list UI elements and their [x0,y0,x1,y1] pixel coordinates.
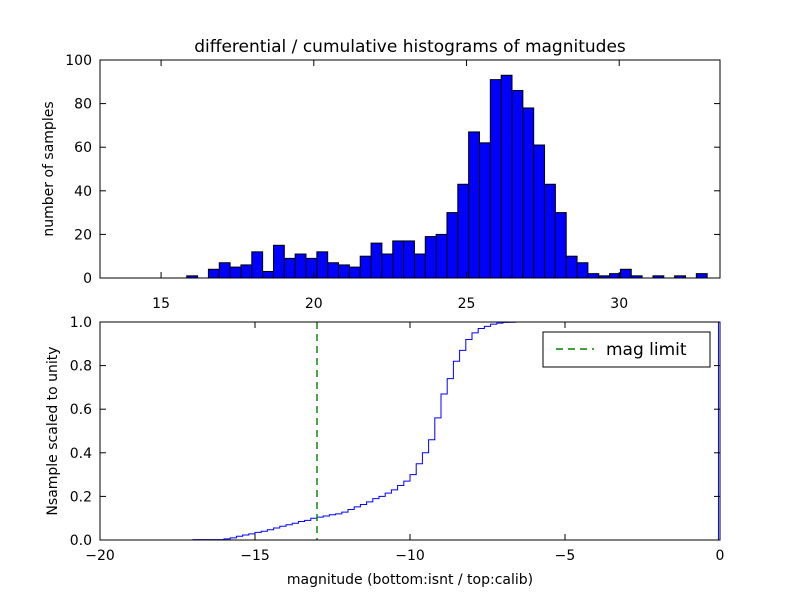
y-tick-label: 0.2 [70,489,92,505]
histogram-bar [446,212,459,279]
histogram-x-ticks: 15 20 25 30 [152,60,628,312]
histogram-bar [392,240,405,279]
cumulative-panel: −20 −15 −10 −5 0 0.0 0.2 0.4 0.6 0.8 1.0 magnitud… [45,315,724,588]
cumulative-x-ticks: −20 −15 −10 −5 0 [85,322,724,564]
histogram-bar [359,255,372,279]
histogram-bar [262,270,274,279]
histogram-bar [240,264,253,279]
y-tick-label: 0.8 [70,359,92,375]
legend: mag limit [542,331,711,368]
x-tick-label: 20 [305,296,323,312]
x-tick-label: 30 [610,296,628,312]
histogram-bar [251,251,264,279]
histogram-bar [218,262,231,279]
y-tick-label: 0.6 [70,402,92,418]
histogram-bar [554,212,567,279]
x-tick-label: −10 [395,548,425,564]
histogram-bar [348,266,361,279]
histogram-bar [305,257,318,279]
histogram-bar [522,107,535,279]
histogram-bar [207,268,220,279]
y-tick-label: 0 [83,271,92,287]
cumulative-y-ticks: 0.0 0.2 0.4 0.6 0.8 1.0 [70,315,720,549]
x-tick-label: −20 [85,548,115,564]
histogram-bar [457,183,470,279]
cumulative-line [100,321,719,541]
histogram-frame [99,59,721,279]
histogram-bar [294,253,307,279]
histogram-bar [533,144,546,279]
y-tick-label: 80 [74,97,92,113]
histogram-bar [424,236,437,279]
cumulative-y-label: Nsample scaled to unity [45,346,61,515]
histogram-bar [327,262,340,279]
histogram-bar [370,242,383,279]
y-tick-label: 0.0 [70,533,92,549]
x-tick-label: 15 [152,296,170,312]
histogram-bar [695,273,708,279]
histogram-y-label: number of samples [41,101,57,236]
y-tick-label: 0.4 [70,446,92,462]
histogram-bar [565,255,578,279]
cumulative-x-label: magnitude (bottom:isnt / top:calib) [287,572,533,588]
histogram-bar [478,142,491,279]
histogram-bar [283,257,296,279]
y-tick-label: 1.0 [70,315,92,331]
y-tick-label: 60 [74,140,92,156]
histogram-bar [619,268,632,279]
chart-title: differential / cumulative histograms of … [194,37,626,57]
histogram-bar [500,74,513,279]
histogram-bar [316,251,329,279]
legend-entry-mag-limit: mag limit [606,340,687,360]
histogram-bar [403,240,415,279]
x-tick-label: −5 [555,548,576,564]
histogram-bar [338,264,350,279]
histogram-y-ticks: 0 20 40 60 80 100 [65,53,720,287]
histogram-bar [489,79,502,279]
x-tick-label: 0 [716,548,725,564]
histogram-bar [576,262,589,279]
histogram-bar [413,253,426,279]
y-tick-label: 100 [65,53,92,69]
histogram-bar [272,244,285,279]
histogram-bar [544,183,556,279]
histogram-bar [468,131,480,279]
x-tick-label: −15 [240,548,270,564]
histogram-bars [186,74,708,279]
histogram-bar [381,253,394,279]
x-tick-label: 25 [458,296,476,312]
histogram-bar [229,266,242,279]
y-tick-label: 40 [74,184,92,200]
y-tick-label: 20 [74,227,92,243]
histogram-bar [435,233,448,279]
histogram-panel: differential / cumulative histograms of … [41,37,721,312]
histogram-bar [511,90,524,279]
histogram-bar [587,273,600,279]
